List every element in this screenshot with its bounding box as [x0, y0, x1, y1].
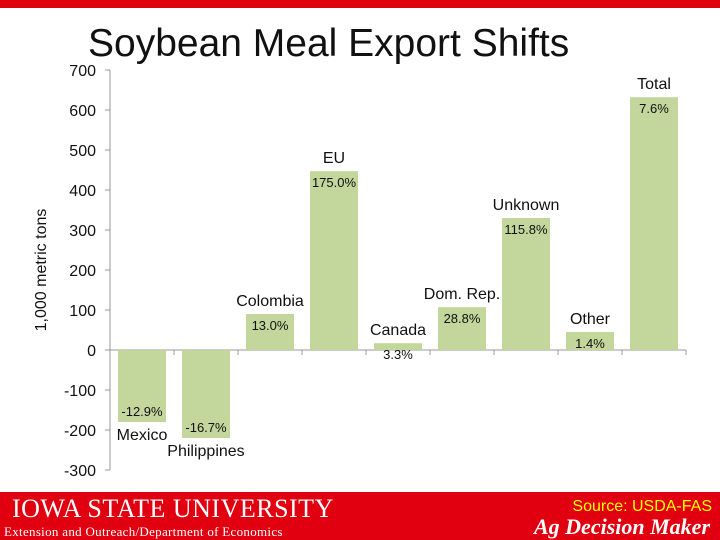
bar-8 — [630, 97, 678, 350]
university-wordmark: IOWA STATE UNIVERSITY — [12, 494, 334, 523]
category-label: Total — [637, 76, 671, 93]
y-tick-label: 600 — [69, 103, 96, 120]
brand-logo-text: Ag Decision Maker — [534, 514, 710, 539]
data-label: 13.0% — [252, 318, 289, 333]
y-tick-label: 0 — [87, 343, 96, 360]
y-tick-label: -200 — [64, 423, 96, 440]
y-tick-label: 700 — [69, 63, 96, 80]
category-label: Philippines — [167, 443, 244, 460]
bar-0 — [118, 350, 166, 422]
category-label: Dom. Rep. — [424, 286, 500, 303]
bar-3 — [310, 171, 358, 350]
y-tick-label: -100 — [64, 383, 96, 400]
bar-6 — [502, 218, 550, 350]
data-label: 28.8% — [444, 311, 481, 326]
department-text: Extension and Outreach/Department of Eco… — [4, 524, 283, 539]
bar-2 — [246, 314, 294, 350]
category-label: EU — [323, 150, 345, 167]
category-label: Unknown — [493, 197, 560, 214]
data-label: 175.0% — [312, 175, 357, 190]
bar-7 — [566, 332, 614, 350]
y-tick-label: 300 — [69, 223, 96, 240]
bar-5 — [438, 307, 486, 350]
category-label: Canada — [370, 322, 426, 339]
data-label: 115.8% — [504, 222, 548, 237]
bar-4 — [374, 343, 422, 350]
bar-chart: 700 600 500 400 300 200 100 0 -100 -200 -300 1,000 … — [33, 63, 687, 480]
data-label: -12.9% — [121, 404, 163, 419]
bar-1 — [182, 350, 230, 438]
y-tick-label: -300 — [64, 463, 96, 480]
y-tick-label: 200 — [69, 263, 96, 280]
data-label: 7.6% — [639, 101, 669, 116]
slide-title: Soybean Meal Export Shifts — [88, 22, 570, 65]
source-credit: Source: USDA-FAS — [572, 498, 712, 515]
y-tick-label: 400 — [69, 183, 96, 200]
data-label: 3.3% — [383, 347, 413, 362]
top-accent-stripe — [0, 0, 720, 8]
data-label: -16.7% — [185, 420, 227, 435]
y-tick-label: 500 — [69, 143, 96, 160]
category-label: Colombia — [236, 293, 304, 310]
y-tick-label: 100 — [69, 303, 96, 320]
data-label: 1.4% — [575, 336, 605, 351]
category-label: Other — [570, 311, 611, 328]
category-label: Mexico — [117, 427, 168, 444]
y-axis-title: 1,000 metric tons — [33, 209, 50, 332]
footer-bar: IOWA STATE UNIVERSITY Extension and Outr… — [0, 492, 720, 540]
